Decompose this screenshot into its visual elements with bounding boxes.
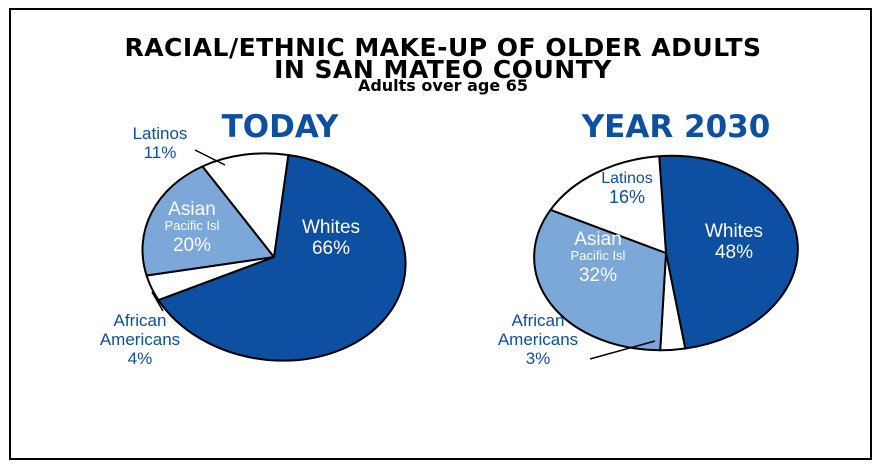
pie-slice-asian-pacific-isl <box>533 208 667 352</box>
pie-0 <box>141 152 407 362</box>
slice-label: Americans <box>498 330 578 349</box>
pie-slice-latinos <box>201 152 290 258</box>
chart-title-line1: RACIAL/ETHNIC MAKE-UP OF OLDER ADULTS <box>124 33 762 62</box>
pie-1 <box>533 154 799 352</box>
slice-label: 3% <box>526 349 551 368</box>
pie-title: YEAR 2030 <box>581 109 771 145</box>
slice-label: Pacific Isl <box>571 248 626 263</box>
slice-label: Whites <box>302 217 360 238</box>
slice-label: Asian <box>168 199 216 220</box>
slice-label: Latinos <box>133 124 188 143</box>
slice-label: Pacific Isl <box>165 218 220 233</box>
pie-slice-asian-pacific-isl <box>141 165 275 277</box>
slice-label: African <box>114 311 167 330</box>
pie-title: TODAY <box>222 109 339 145</box>
slice-label: Asian <box>574 229 622 250</box>
leader-line <box>151 291 164 312</box>
slice-label: Latinos <box>601 170 653 187</box>
slice-label: 66% <box>312 238 350 259</box>
slice-label: 48% <box>715 242 753 263</box>
slice-label: 16% <box>609 187 645 207</box>
slice-label: 20% <box>173 235 211 256</box>
slice-label: 32% <box>579 265 617 286</box>
slice-label: African <box>512 311 565 330</box>
leader-line <box>194 149 226 166</box>
slice-label: Whites <box>705 221 763 242</box>
chart-subtitle: Adults over age 65 <box>357 76 529 95</box>
slice-label: 11% <box>144 143 177 162</box>
chart-title-line2: IN SAN MATEO COUNTY <box>274 55 612 84</box>
pie-slice-whites <box>658 154 799 350</box>
leader-line <box>589 340 656 360</box>
pie-slice-whites <box>157 154 407 362</box>
slice-label: Americans <box>100 330 180 349</box>
slice-label: 4% <box>128 349 153 368</box>
pie-slice-latinos <box>549 155 667 254</box>
